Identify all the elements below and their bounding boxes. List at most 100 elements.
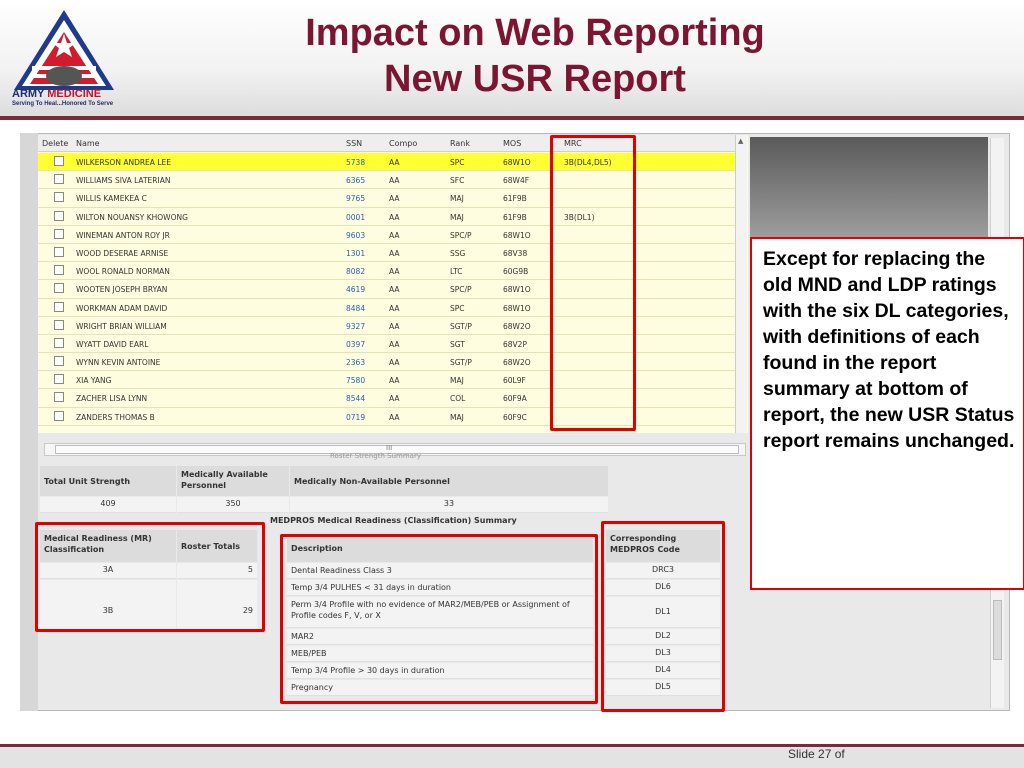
table-row[interactable]: WOOD DESERAE ARNISE 1301 AA SSG 68V38 bbox=[38, 244, 738, 263]
cell-name[interactable]: XIA YANG bbox=[76, 376, 112, 386]
medpros-code-cell: DRC3 bbox=[606, 563, 720, 579]
roster-grid-body: WILKERSON ANDREA LEE 5738 AA SPC 68W1O 3B(DL4… bbox=[38, 153, 738, 426]
delete-checkbox[interactable] bbox=[54, 356, 64, 367]
description-cell: Dental Readiness Class 3 bbox=[287, 563, 593, 579]
header-ssn[interactable]: SSN bbox=[346, 139, 363, 148]
table-row[interactable]: WORKMAN ADAM DAVID 8484 AA SPC 68W1O bbox=[38, 299, 738, 317]
medically-available-header: Medically Available Personnel bbox=[177, 466, 289, 496]
cell-name[interactable]: WYNN KEVIN ANTOINE bbox=[76, 358, 161, 368]
delete-checkbox[interactable] bbox=[54, 319, 64, 330]
table-row[interactable]: WILLIS KAMEKEA C 9765 AA MAJ 61F9B bbox=[38, 189, 738, 208]
cell-mrc: 3B(DL4,DL5) bbox=[564, 158, 612, 167]
table-row[interactable]: WILLIAMS SIVA LATERIAN 6365 AA SFC 68W4F bbox=[38, 171, 738, 190]
delete-checkbox[interactable] bbox=[54, 301, 64, 312]
roster-horizontal-scrollbar[interactable]: III bbox=[44, 443, 746, 456]
table-row[interactable]: WOOL RONALD NORMAN 8082 AA LTC 60G9B bbox=[38, 262, 738, 281]
cell-rank: SPC/P bbox=[450, 230, 472, 240]
page-scroll-thumb[interactable] bbox=[993, 600, 1002, 660]
cell-compo: AA bbox=[389, 303, 400, 313]
delete-checkbox[interactable] bbox=[54, 192, 64, 203]
table-row[interactable]: WILTON NOUANSY KHOWONG 0001 AA MAJ 61F9B 3B(D… bbox=[38, 208, 738, 226]
delete-checkbox[interactable] bbox=[54, 174, 64, 185]
medpros-code-cell: DL5 bbox=[606, 680, 720, 696]
delete-checkbox[interactable] bbox=[54, 156, 64, 166]
mr-class-3b: 3B bbox=[40, 580, 176, 630]
delete-checkbox[interactable] bbox=[54, 374, 64, 385]
header-compo[interactable]: Compo bbox=[389, 139, 418, 148]
cell-mos: 60F9C bbox=[503, 412, 527, 422]
cell-ssn: 2363 bbox=[346, 358, 366, 368]
cell-rank: MAJ bbox=[450, 412, 464, 422]
header-mrc[interactable]: MRC bbox=[564, 139, 582, 148]
cell-ssn: 9603 bbox=[346, 230, 366, 240]
cell-name[interactable]: WOOTEN JOSEPH BRYAN bbox=[76, 285, 168, 295]
cell-name[interactable]: ZANDERS THOMAS B bbox=[76, 412, 155, 422]
army-medicine-logo-icon bbox=[14, 10, 114, 90]
cell-name[interactable]: WOOD DESERAE ARNISE bbox=[76, 248, 169, 258]
slide-header bbox=[0, 0, 1024, 118]
table-row[interactable]: WOOTEN JOSEPH BRYAN 4619 AA SPC/P 68W1O bbox=[38, 280, 738, 299]
roster-vertical-scrollbar[interactable]: ▲ bbox=[735, 135, 747, 433]
cell-name[interactable]: WOOL RONALD NORMAN bbox=[76, 267, 170, 277]
cell-name[interactable]: WINEMAN ANTON ROY JR bbox=[76, 230, 170, 240]
delete-checkbox[interactable] bbox=[54, 410, 64, 421]
cell-name[interactable]: ZACHER LISA LYNN bbox=[76, 394, 148, 404]
delete-checkbox[interactable] bbox=[54, 265, 64, 276]
cell-compo: AA bbox=[389, 394, 400, 404]
header-rank[interactable]: Rank bbox=[450, 139, 470, 148]
cell-name[interactable]: WILTON NOUANSY KHOWONG bbox=[76, 212, 188, 222]
cell-ssn: 9327 bbox=[346, 321, 366, 331]
header-delete[interactable]: Delete bbox=[42, 139, 69, 148]
cell-name[interactable]: WILLIAMS SIVA LATERIAN bbox=[76, 176, 171, 186]
description-cell: Temp 3/4 PULHES < 31 days in duration bbox=[287, 580, 593, 596]
table-row[interactable]: ZACHER LISA LYNN 8544 AA COL 60F9A bbox=[38, 389, 738, 408]
table-row[interactable]: WYATT DAVID EARL 0397 AA SGT 68V2P bbox=[38, 335, 738, 354]
table-row[interactable]: WYNN KEVIN ANTOINE 2363 AA SGT/P 68W2O bbox=[38, 353, 738, 372]
cell-mos: 68W2O bbox=[503, 321, 531, 331]
header-mos[interactable]: MOS bbox=[503, 139, 522, 148]
roster-grid-header: Delete Name SSN Compo Rank MOS MRC bbox=[38, 135, 738, 152]
horizontal-scroll-thumb[interactable]: III bbox=[55, 444, 739, 454]
delete-checkbox[interactable] bbox=[54, 337, 64, 348]
cell-compo: AA bbox=[389, 285, 400, 295]
medically-available-value: 350 bbox=[177, 497, 289, 513]
header-divider bbox=[0, 116, 1024, 120]
table-row[interactable]: WRIGHT BRIAN WILLIAM 9327 AA SGT/P 68W2O bbox=[38, 317, 738, 335]
delete-checkbox[interactable] bbox=[54, 246, 64, 257]
cell-ssn: 8082 bbox=[346, 267, 366, 277]
delete-checkbox[interactable] bbox=[54, 283, 64, 294]
footer-divider bbox=[0, 744, 1024, 747]
medpros-code-highlight bbox=[601, 521, 725, 712]
delete-checkbox[interactable] bbox=[54, 210, 64, 221]
roster-totals-header: Roster Totals bbox=[177, 530, 257, 562]
delete-checkbox[interactable] bbox=[54, 392, 64, 403]
cell-compo: AA bbox=[389, 321, 400, 331]
table-row[interactable]: ZANDERS THOMAS B 0719 AA MAJ 60F9C bbox=[38, 408, 738, 426]
description-cell: Pregnancy bbox=[287, 680, 593, 696]
cell-rank: SPC bbox=[450, 158, 465, 167]
cell-mrc: 3B(DL1) bbox=[564, 212, 595, 222]
roster-grid: Delete Name SSN Compo Rank MOS MRC WILKE… bbox=[38, 135, 748, 433]
total-unit-strength-header: Total Unit Strength bbox=[40, 466, 176, 496]
description-cell: Temp 3/4 Profile > 30 days in duration bbox=[287, 663, 593, 679]
table-row[interactable]: XIA YANG 7580 AA MAJ 60L9F bbox=[38, 371, 738, 390]
scroll-up-icon[interactable]: ▲ bbox=[738, 137, 744, 145]
delete-checkbox[interactable] bbox=[54, 228, 64, 239]
cell-compo: AA bbox=[389, 412, 400, 422]
cell-ssn: 0719 bbox=[346, 412, 366, 422]
cell-rank: SSG bbox=[450, 248, 466, 258]
cell-name[interactable]: WORKMAN ADAM DAVID bbox=[76, 303, 168, 313]
header-name[interactable]: Name bbox=[76, 139, 100, 148]
cell-name[interactable]: WRIGHT BRIAN WILLIAM bbox=[76, 321, 167, 331]
medpros-code-cell: DL6 bbox=[606, 580, 720, 596]
cell-ssn: 0397 bbox=[346, 339, 366, 349]
cell-mos: 68W1O bbox=[503, 158, 531, 167]
mrc-column-highlight bbox=[550, 135, 636, 431]
cell-name[interactable]: WILLIS KAMEKEA C bbox=[76, 194, 147, 204]
cell-name[interactable]: WYATT DAVID EARL bbox=[76, 339, 149, 349]
cell-ssn: 0001 bbox=[346, 212, 366, 222]
cell-name[interactable]: WILKERSON ANDREA LEE bbox=[76, 158, 171, 167]
cell-compo: AA bbox=[389, 212, 400, 222]
table-row[interactable]: WINEMAN ANTON ROY JR 9603 AA SPC/P 68W1O bbox=[38, 226, 738, 244]
table-row[interactable]: WILKERSON ANDREA LEE 5738 AA SPC 68W1O 3B(DL4… bbox=[38, 153, 738, 172]
